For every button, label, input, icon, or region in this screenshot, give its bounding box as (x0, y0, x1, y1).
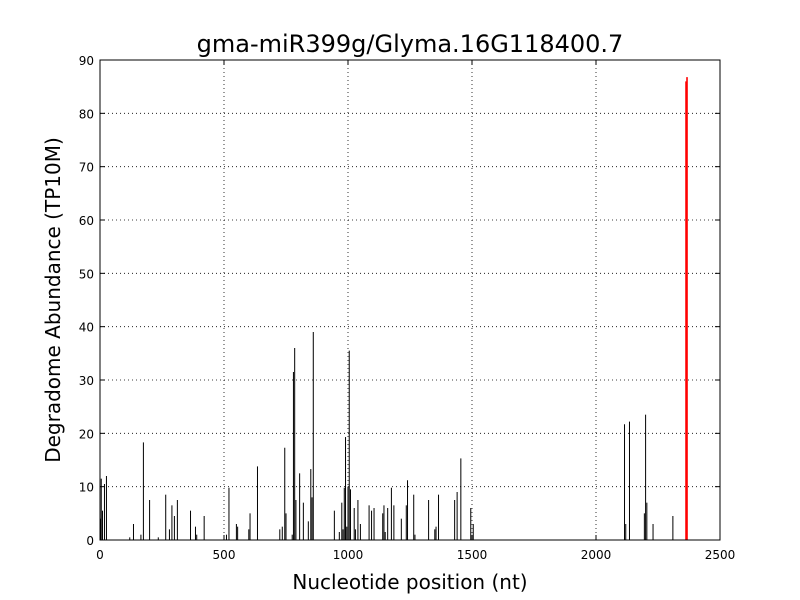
y-tick-label: 20 (79, 427, 94, 441)
y-axis-title: Degradome Abundance (TP10M) (41, 137, 65, 463)
data-bars (99, 77, 688, 540)
x-tick-label: 0 (96, 548, 104, 562)
y-tick-label: 10 (79, 481, 94, 495)
x-tick-label: 2000 (581, 548, 612, 562)
y-tick-label: 40 (79, 321, 94, 335)
x-tick-label: 500 (213, 548, 236, 562)
chart-title: gma-miR399g/Glyma.16G118400.7 (197, 30, 624, 58)
x-tick-label: 2500 (705, 548, 736, 562)
y-tick-label: 30 (79, 374, 94, 388)
y-tick-label: 0 (86, 534, 94, 548)
y-tick-label: 50 (79, 267, 94, 281)
x-tick-label: 1500 (457, 548, 488, 562)
plot-frame (99, 59, 721, 541)
x-tick-label: 1000 (333, 548, 364, 562)
y-tick-label: 70 (79, 161, 94, 175)
y-tick-label: 90 (79, 54, 94, 68)
x-axis-title: Nucleotide position (nt) (292, 570, 527, 594)
y-tick-label: 80 (79, 107, 94, 121)
y-tick-label: 60 (79, 214, 94, 228)
axis-ticks: 0 500 1000 1500 2000 2500 0 10 20 30 40 50 60 70 80 90 (79, 54, 736, 562)
